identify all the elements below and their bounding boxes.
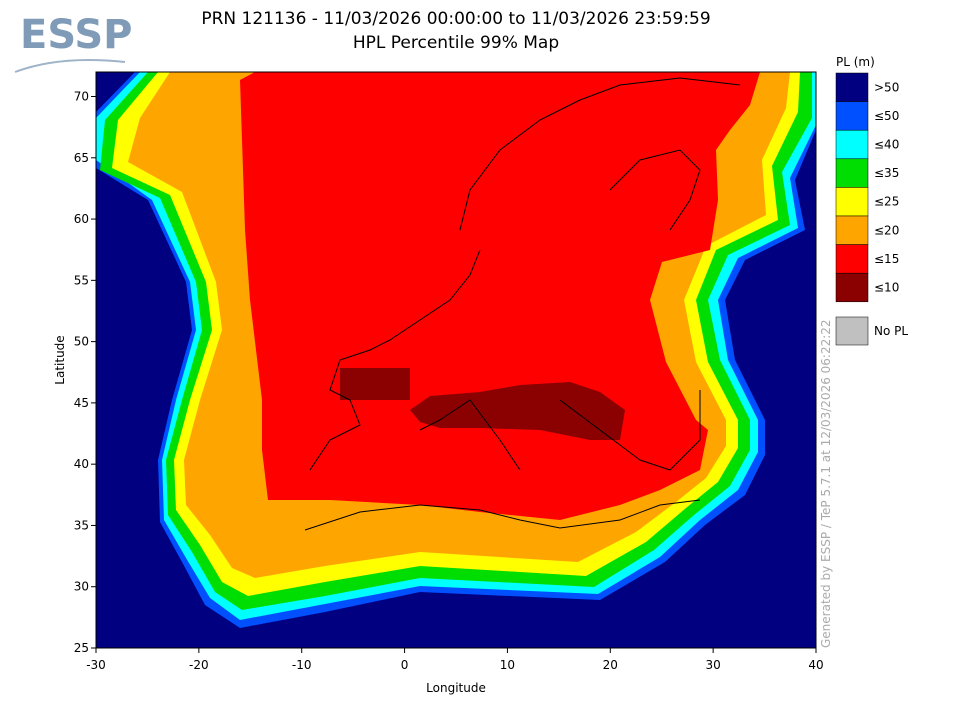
x-tick-label: 40	[808, 658, 823, 672]
map	[96, 72, 816, 648]
legend-swatch	[835, 244, 869, 274]
legend-label: >50	[874, 80, 899, 94]
coastline	[304, 77, 741, 531]
x-axis-label: Longitude	[426, 681, 486, 695]
legend-swatch	[835, 187, 869, 217]
y-tick-label: 60	[74, 212, 89, 226]
legend-label: ≤35	[874, 166, 899, 180]
chart-title: PRN 121136 - 11/03/2026 00:00:00 to 11/0…	[201, 9, 710, 29]
legend-label: No PL	[874, 324, 908, 338]
legend-swatch	[835, 101, 869, 131]
legend-swatch	[835, 72, 869, 102]
y-axis-label: Latitude	[53, 335, 67, 384]
band	[240, 72, 760, 520]
logo: ESSP	[20, 12, 132, 58]
legend-label: ≤50	[874, 109, 899, 123]
y-tick-label: 45	[74, 396, 89, 410]
legend-label: ≤20	[874, 223, 899, 237]
band	[340, 368, 410, 400]
y-tick-label: 30	[74, 580, 89, 594]
x-tick-label: 30	[706, 658, 721, 672]
legend-swatch	[835, 272, 869, 303]
y-tick-label: 25	[74, 641, 89, 655]
x-tick-label: -20	[189, 658, 209, 672]
logo-swoosh	[14, 58, 126, 73]
x-tick-label: 0	[401, 658, 409, 672]
generated-note: Generated by ESSP / TeP 5.7.1 at 12/03/2…	[819, 319, 833, 648]
legend-swatch	[835, 215, 869, 245]
chart-subtitle: HPL Percentile 99% Map	[353, 33, 559, 53]
x-tick-label: 20	[603, 658, 618, 672]
plot-frame	[95, 71, 817, 649]
x-tick-label: -10	[292, 658, 312, 672]
y-tick-label: 65	[74, 151, 89, 165]
x-tick-label: -30	[86, 658, 106, 672]
y-tick-label: 70	[74, 90, 89, 104]
legend-title: PL (m)	[836, 55, 875, 69]
band	[410, 382, 625, 440]
legend-swatch	[835, 316, 869, 346]
y-tick-label: 55	[74, 273, 89, 287]
y-tick-label: 40	[74, 457, 89, 471]
legend-label: ≤25	[874, 195, 899, 209]
y-tick-label: 50	[74, 335, 89, 349]
x-tick-label: 10	[500, 658, 515, 672]
legend-swatch	[835, 129, 869, 160]
legend-label: ≤15	[874, 252, 899, 266]
y-tick-label: 35	[74, 518, 89, 532]
legend-label: ≤40	[874, 138, 899, 152]
legend-label: ≤10	[874, 281, 899, 295]
legend-swatch	[835, 158, 869, 188]
